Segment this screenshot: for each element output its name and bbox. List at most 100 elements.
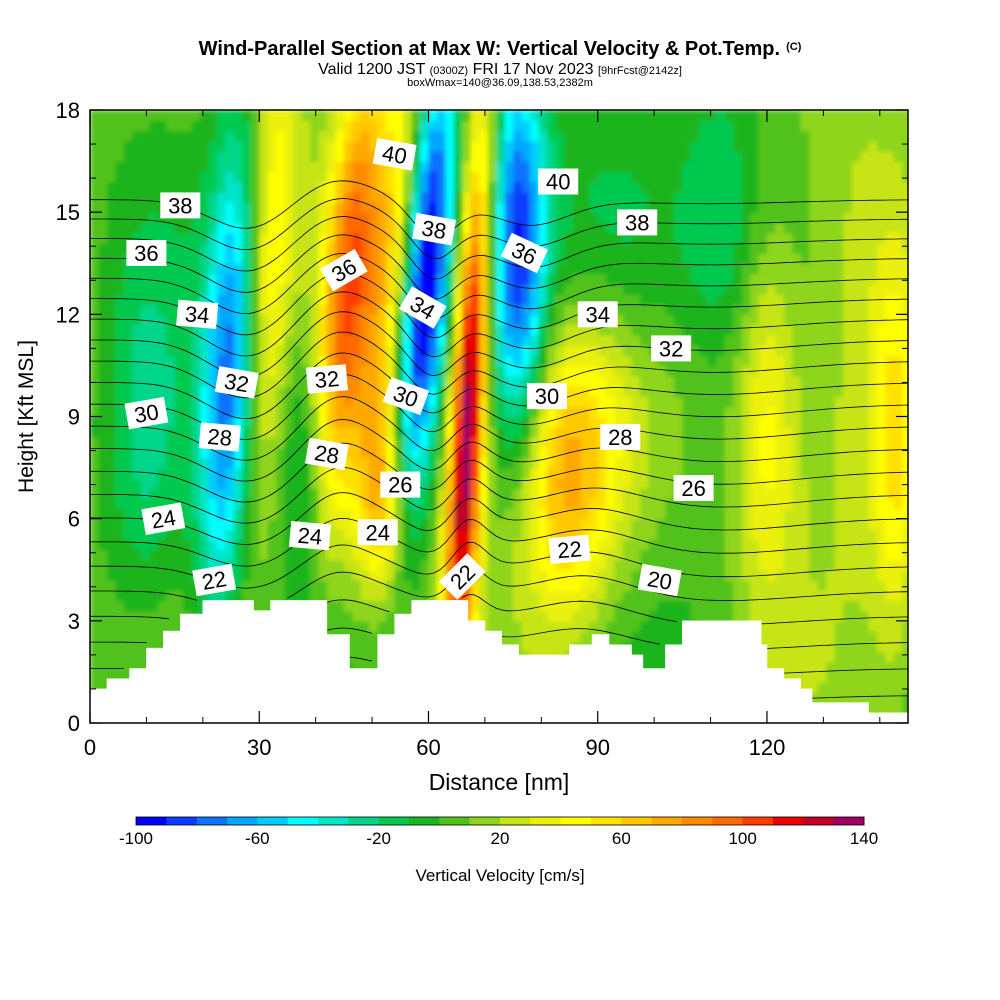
isentrope-label-text: 22 <box>556 536 583 563</box>
y-tick-label: 6 <box>68 507 80 532</box>
isentrope-label-text: 24 <box>365 520 389 545</box>
isentrope-line <box>90 492 908 545</box>
colorbar-tick-label: -100 <box>119 829 153 848</box>
isentrope-label-bg <box>372 138 417 171</box>
isentrope-label-text: 20 <box>645 566 673 595</box>
isentrope-label-bg <box>538 168 579 195</box>
isentrope-line <box>90 517 908 567</box>
colorbar-tick-label: 100 <box>728 829 756 848</box>
isentrope-label-bg <box>304 437 349 471</box>
colorbar-swatch <box>651 817 683 825</box>
isentrope-label-text: 38 <box>420 215 448 244</box>
isentrope-label: 26 <box>380 471 421 498</box>
isentrope-line <box>90 396 908 461</box>
colorbar-swatch <box>257 817 289 825</box>
isentrope-label: 38 <box>412 212 457 246</box>
isentrope-label-text: 38 <box>625 210 649 235</box>
isentrope-label-text: 38 <box>168 193 192 218</box>
colorbar-tick-label: 140 <box>850 829 878 848</box>
x-tick-label: 90 <box>585 735 609 760</box>
colorbar-swatch <box>136 817 167 825</box>
isentrope-line <box>90 291 908 358</box>
y-tick-label: 18 <box>56 98 80 123</box>
isentrope-label-bg <box>214 366 259 399</box>
colorbar-swatch <box>742 817 774 825</box>
isentrope-label-text: 30 <box>535 384 559 409</box>
isentrope-label: 24 <box>357 519 398 546</box>
terrain-mask <box>89 600 909 724</box>
colorbar-label: Vertical Velocity [cm/s] <box>415 866 584 885</box>
isentrope-label-bg <box>617 209 658 236</box>
colorbar-swatch <box>833 817 865 825</box>
colorbar-frame <box>135 816 865 826</box>
copyright-mark: (C) <box>786 41 802 53</box>
isentrope-label-text: 30 <box>132 399 160 428</box>
isentrope-label: 28 <box>198 422 241 452</box>
colorbar-tick-label: -20 <box>366 829 391 848</box>
isentrope-line <box>90 419 908 482</box>
isentrope-label-bg <box>305 364 348 394</box>
isentrope-line <box>90 442 908 503</box>
isentrope-label: 24 <box>141 502 186 535</box>
colorbar-swatch <box>591 817 622 825</box>
colorbar: -100 -60 -20 20 60 100 140 Vertical Velocity [c… <box>119 816 878 885</box>
x-axis-label: Distance [nm] <box>429 769 570 795</box>
isentrope-label-text: 28 <box>313 440 341 469</box>
colorbar-swatch <box>530 817 562 825</box>
isentrope-line <box>90 271 908 339</box>
isentrope-label-bg <box>320 248 368 292</box>
isentrope-label-bg <box>637 563 682 597</box>
x-tick-label: 30 <box>247 735 271 760</box>
isentrope-line <box>90 253 908 320</box>
colorbar-swatch <box>227 817 258 825</box>
colorbar-swatch <box>803 817 835 825</box>
chart-box-info: boxWmax=140@36.09,138.53,2382m <box>407 77 593 89</box>
isentrope-label: 32 <box>305 364 348 394</box>
isentrope-label-bg <box>141 502 186 535</box>
isentrope-label-text: 28 <box>206 424 233 451</box>
isentrope-label-text: 40 <box>380 140 408 169</box>
chart-title: Wind-Parallel Section at Max W: Vertical… <box>198 38 802 60</box>
isentrope-line <box>90 566 908 602</box>
isentrope-label-bg <box>288 521 332 551</box>
isentrope-label-bg <box>527 383 567 410</box>
x-tick-label: 60 <box>416 735 440 760</box>
y-tick-label: 9 <box>68 405 80 430</box>
terrain <box>89 600 909 724</box>
isentrope-label-bg <box>198 422 241 452</box>
isentrope-line <box>90 656 908 674</box>
chart-subtitle: Valid 1200 JST (0300Z) FRI 17 Nov 2023 [… <box>318 61 682 78</box>
isentrope-label-text: 24 <box>149 505 177 534</box>
isentrope-label-text: 34 <box>585 302 609 327</box>
isentrope-label: 30 <box>527 383 567 410</box>
isentrope-label-bg <box>412 212 457 246</box>
isentrope-label-bg <box>500 232 549 274</box>
colorbar-swatch <box>773 817 804 825</box>
isentrope-label: 28 <box>304 437 349 471</box>
colorbar-swatch <box>196 817 228 825</box>
isentrope-label-bg <box>357 519 398 546</box>
y-tick-label: 0 <box>68 711 80 736</box>
colorbar-swatch <box>166 817 198 825</box>
x-tick-label: 0 <box>84 735 96 760</box>
isentrope-label-text: 34 <box>184 301 211 328</box>
isentrope-label-bg <box>380 471 421 498</box>
isentrope-label-bg <box>192 563 237 597</box>
isentrope-line <box>90 466 908 524</box>
isentrope-line <box>90 216 908 280</box>
y-tick-label: 15 <box>56 200 80 225</box>
x-tick-label: 120 <box>749 735 786 760</box>
isentrope-label-text: 40 <box>546 170 570 195</box>
colorbar-swatch <box>712 817 744 825</box>
isentrope-label: 34 <box>577 301 618 328</box>
y-axis-label: Height [Kft MSL] <box>15 340 38 493</box>
isentrope-label-text: 22 <box>200 566 228 595</box>
isentrope-line <box>90 627 908 649</box>
isentrope-line <box>90 180 908 239</box>
colorbar-swatch <box>439 817 471 825</box>
isentrope-label-bg <box>126 240 167 266</box>
isentrope-label: 22 <box>548 534 591 564</box>
